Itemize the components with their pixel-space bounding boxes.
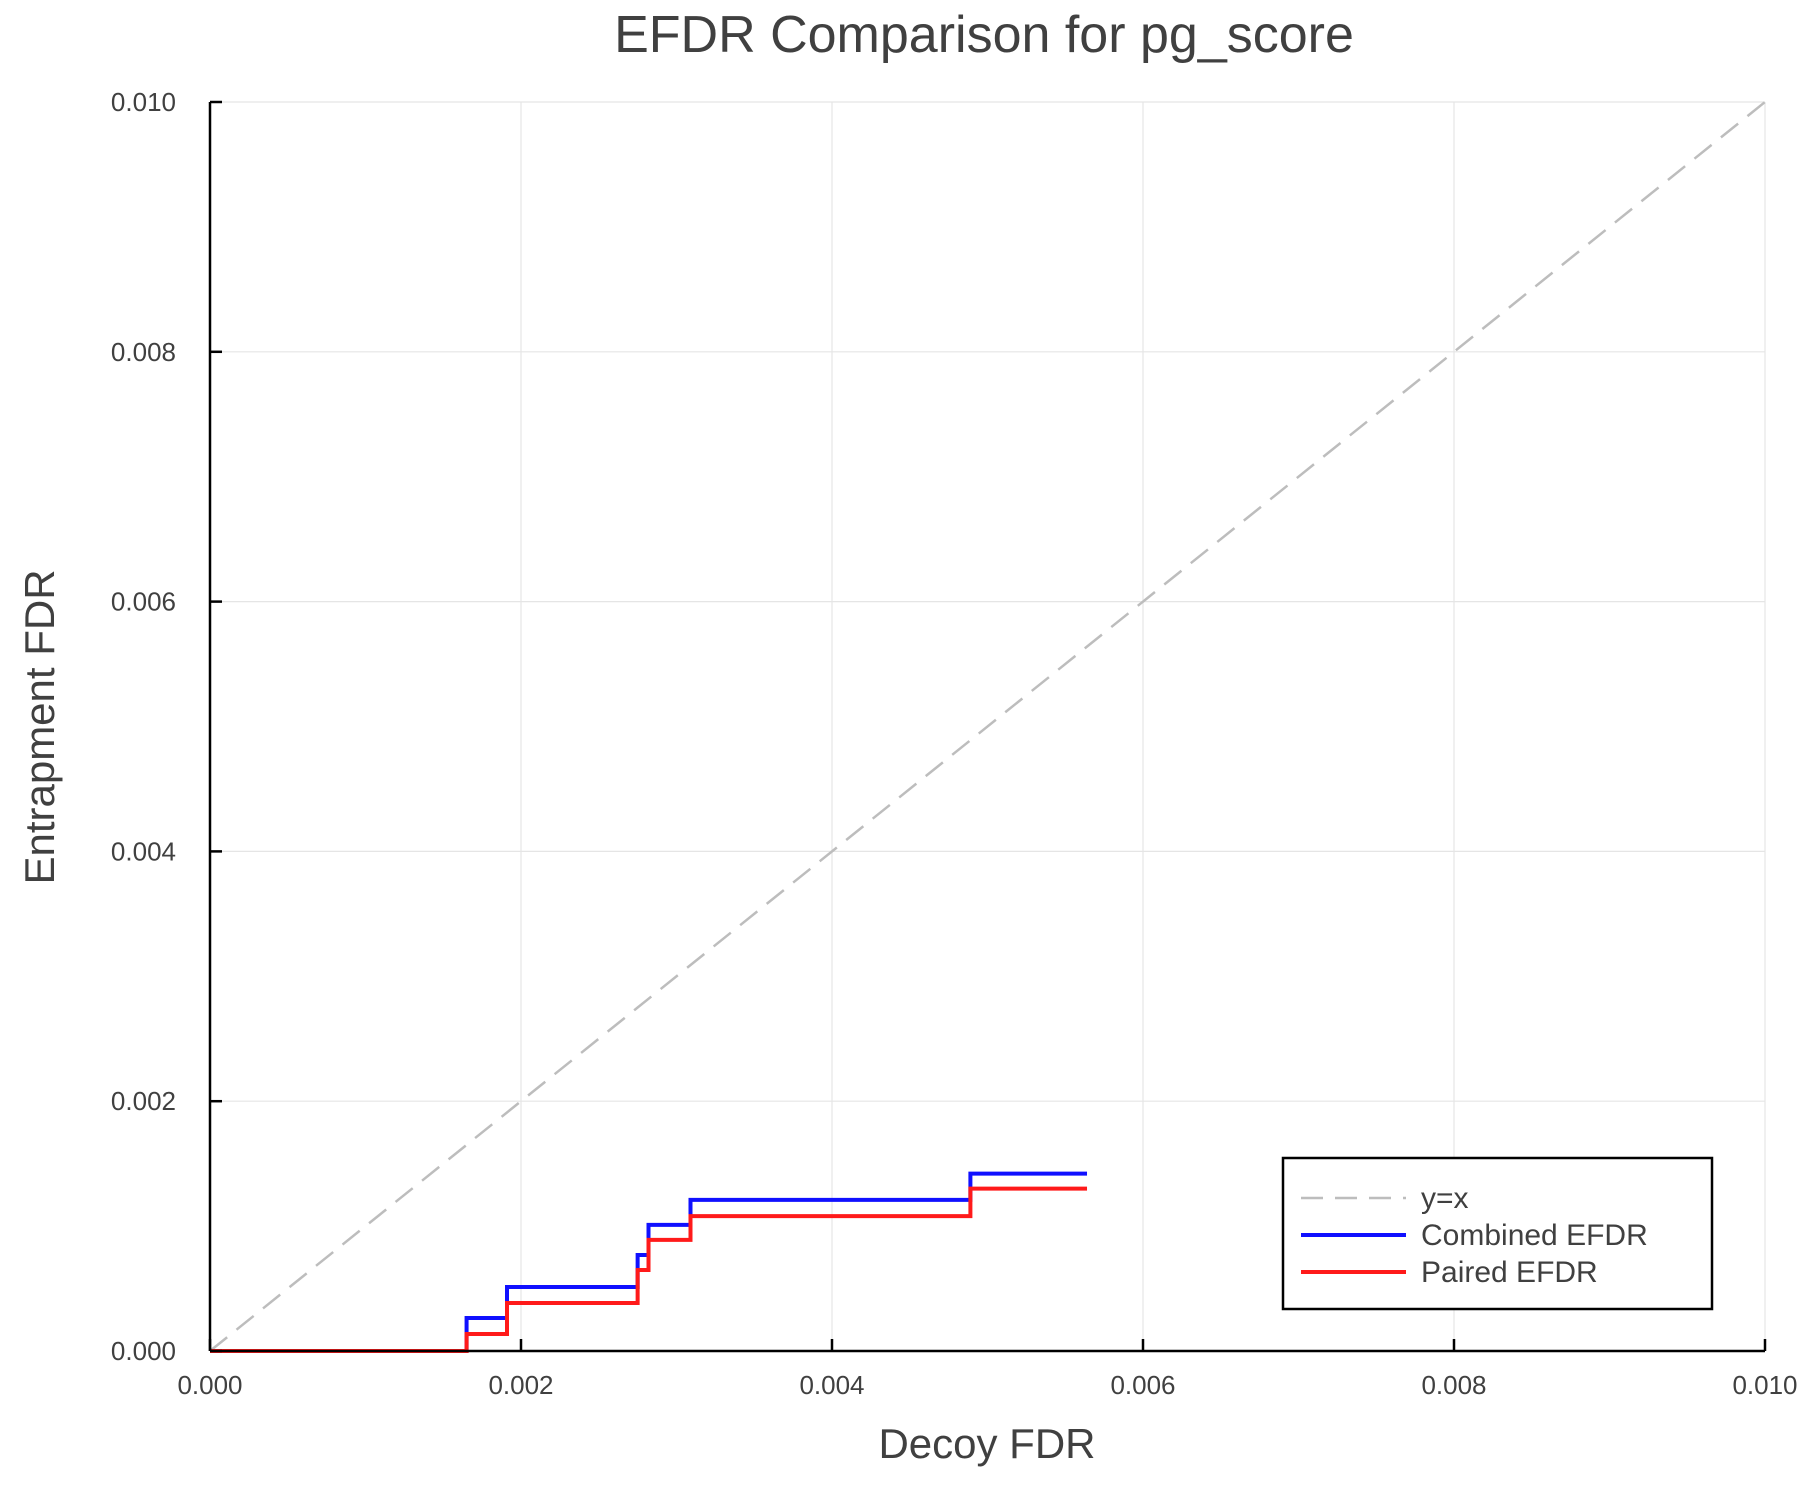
legend: y=x Combined EFDR Paired EFDR xyxy=(1281,1156,1714,1311)
x-tick-label: 0.002 xyxy=(488,1370,553,1400)
x-axis-label: Decoy FDR xyxy=(878,1420,1095,1467)
legend-label: Paired EFDR xyxy=(1421,1256,1598,1289)
axes: 0.000 0.002 0.004 0.006 0.008 0.010 0.000 0.002… xyxy=(111,87,1798,1400)
y-tick-label: 0.004 xyxy=(111,836,176,866)
y-tick-label: 0.010 xyxy=(111,87,176,117)
y-tick-label: 0.006 xyxy=(111,587,176,617)
y-axis-label: Entrapment FDR xyxy=(16,569,63,884)
chart-title: EFDR Comparison for pg_score xyxy=(614,6,1354,64)
legend-label: y=x xyxy=(1421,1182,1469,1215)
y-tick-label: 0.002 xyxy=(111,1086,176,1116)
series-line-combined-efdr xyxy=(210,1171,1088,1353)
x-tick-label: 0.000 xyxy=(177,1370,242,1400)
y-tick-label: 0.000 xyxy=(111,1336,176,1366)
series-line-y-x xyxy=(209,101,1766,1352)
series-line-paired-efdr xyxy=(210,1186,1088,1353)
x-tick-label: 0.010 xyxy=(1732,1370,1797,1400)
x-tick-label: 0.006 xyxy=(1110,1370,1175,1400)
series-group xyxy=(209,101,1766,1353)
x-tick-label: 0.008 xyxy=(1421,1370,1486,1400)
legend-label: Combined EFDR xyxy=(1421,1219,1648,1252)
x-tick-label: 0.004 xyxy=(799,1370,864,1400)
y-tick-label: 0.008 xyxy=(111,337,176,367)
